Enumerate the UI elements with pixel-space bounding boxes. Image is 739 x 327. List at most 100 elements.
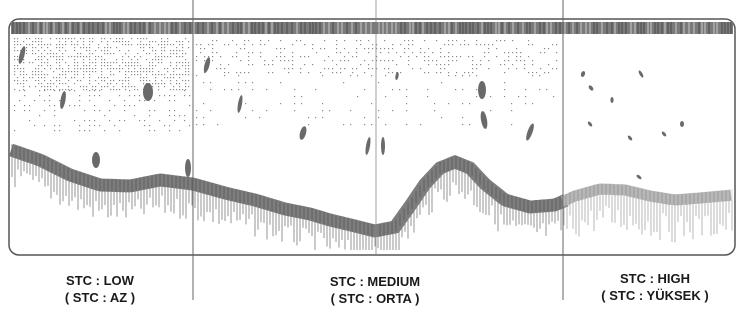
noise-dot xyxy=(294,103,296,105)
noise-dot xyxy=(196,56,198,58)
noise-dot xyxy=(340,68,342,70)
noise-dot xyxy=(125,89,127,91)
noise-dot xyxy=(208,44,210,46)
noise-dot xyxy=(122,83,124,85)
noise-dot xyxy=(114,105,116,107)
noise-dot xyxy=(79,130,81,132)
noise-dot xyxy=(74,47,76,49)
noise-dot xyxy=(122,62,124,64)
noise-dot xyxy=(38,80,40,82)
echo-frame xyxy=(8,18,736,256)
noise-dot xyxy=(170,77,172,79)
noise-dot xyxy=(155,83,157,85)
noise-dot xyxy=(56,68,58,70)
noise-dot xyxy=(212,44,214,46)
noise-dot xyxy=(432,60,434,62)
noise-dot xyxy=(324,48,326,50)
noise-dot xyxy=(113,86,115,88)
noise-dot xyxy=(456,72,458,74)
noise-dot xyxy=(65,50,67,52)
noise-dot xyxy=(41,53,43,55)
noise-dot xyxy=(98,47,100,49)
noise-dot xyxy=(532,103,534,105)
noise-dot xyxy=(480,60,482,62)
noise-dot xyxy=(476,64,478,66)
noise-dot xyxy=(484,44,486,46)
noise-dot xyxy=(376,56,378,58)
noise-dot xyxy=(86,50,88,52)
noise-dot xyxy=(188,65,190,67)
noise-dot xyxy=(468,72,470,74)
noise-dot xyxy=(65,74,67,76)
noise-dot xyxy=(140,65,142,67)
noise-dot xyxy=(56,47,58,49)
fish-echo xyxy=(610,97,614,103)
noise-dot xyxy=(196,117,198,119)
noise-dot xyxy=(169,125,171,127)
noise-dot xyxy=(89,62,91,64)
noise-dot xyxy=(131,62,133,64)
noise-dot xyxy=(284,56,286,58)
noise-dot xyxy=(170,74,172,76)
noise-dot xyxy=(320,48,322,50)
noise-dot xyxy=(164,86,166,88)
noise-dot xyxy=(59,130,61,132)
noise-dot xyxy=(472,68,474,70)
noise-dot xyxy=(128,44,130,46)
noise-dot xyxy=(280,60,282,62)
noise-dot xyxy=(490,96,492,98)
noise-dot xyxy=(149,47,151,49)
noise-dot xyxy=(400,56,402,58)
caption-medium-line1: STC : MEDIUM xyxy=(329,274,421,289)
noise-dot xyxy=(161,62,163,64)
noise-dot xyxy=(14,50,16,52)
noise-dot xyxy=(19,90,21,92)
noise-dot xyxy=(107,44,109,46)
noise-dot xyxy=(158,71,160,73)
noise-dot xyxy=(173,44,175,46)
noise-dot xyxy=(368,52,370,54)
surface-noise xyxy=(14,38,558,132)
noise-dot xyxy=(62,53,64,55)
noise-dot xyxy=(170,65,172,67)
noise-dot xyxy=(179,68,181,70)
noise-dot xyxy=(152,83,154,85)
noise-dot xyxy=(203,117,205,119)
noise-dot xyxy=(125,44,127,46)
noise-dot xyxy=(460,44,462,46)
noise-dot xyxy=(152,71,154,73)
noise-dot xyxy=(83,56,85,58)
noise-dot xyxy=(47,83,49,85)
noise-dot xyxy=(122,68,124,70)
noise-dot xyxy=(95,50,97,52)
noise-dot xyxy=(77,65,79,67)
noise-dot xyxy=(266,110,268,112)
noise-dot xyxy=(23,83,25,85)
noise-dot xyxy=(188,86,190,88)
noise-dot xyxy=(448,52,450,54)
noise-dot xyxy=(336,48,338,50)
noise-dot xyxy=(38,68,40,70)
fish-echo xyxy=(299,126,307,140)
noise-dot xyxy=(548,72,550,74)
noise-dot xyxy=(516,52,518,54)
noise-dot xyxy=(77,71,79,73)
noise-dot xyxy=(80,47,82,49)
noise-dot xyxy=(468,44,470,46)
noise-dot xyxy=(119,120,121,122)
noise-dot xyxy=(472,64,474,66)
noise-dot xyxy=(296,40,298,42)
noise-dot xyxy=(20,71,22,73)
noise-dot xyxy=(174,95,176,97)
noise-dot xyxy=(86,47,88,49)
noise-dot xyxy=(408,60,410,62)
noise-dot xyxy=(56,44,58,46)
noise-dot xyxy=(516,68,518,70)
noise-dot xyxy=(476,96,478,98)
noise-dot xyxy=(74,71,76,73)
noise-dot xyxy=(161,47,163,49)
noise-dot xyxy=(504,89,506,91)
noise-dot xyxy=(357,75,359,77)
noise-dot xyxy=(182,89,184,91)
noise-dot xyxy=(29,62,31,64)
